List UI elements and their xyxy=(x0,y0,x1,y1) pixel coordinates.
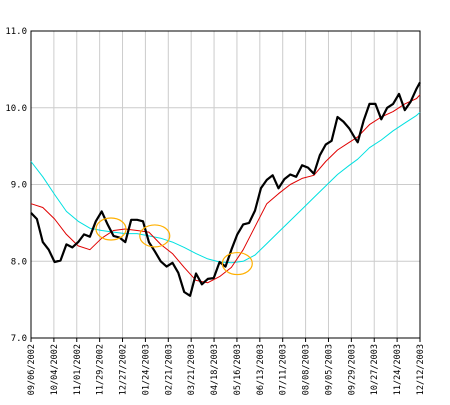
price-line xyxy=(30,81,421,297)
x-tick-label: 02/21/2003 xyxy=(164,344,174,395)
y-tick-label: 9.0 xyxy=(11,181,27,191)
x-tick-label: 10/27/2003 xyxy=(370,344,380,395)
y-tick-label: 8.0 xyxy=(11,257,27,267)
x-tick-label: 12/12/2003 xyxy=(416,344,426,395)
x-tick-label: 07/11/2003 xyxy=(279,344,289,395)
x-tick-label: 09/29/2003 xyxy=(347,344,357,395)
x-tick-label: 09/06/2002 xyxy=(27,344,37,395)
x-tick-label: 08/08/2003 xyxy=(302,344,312,395)
x-tick-label: 12/27/2002 xyxy=(119,344,129,395)
x-tick-label: 11/24/2003 xyxy=(393,344,403,395)
crossover-marker xyxy=(95,217,127,241)
y-axis: 7.0 8.0 9.0 10.0 11.0 xyxy=(5,27,27,344)
crossover-marker xyxy=(221,251,253,276)
x-tick-label: 05/16/2003 xyxy=(233,344,243,395)
x-tick-label: 11/01/2002 xyxy=(73,344,83,395)
y-tick-label: 10.0 xyxy=(5,104,27,114)
x-tick-label: 01/24/2003 xyxy=(141,344,151,395)
series-lines xyxy=(30,81,421,297)
y-tick-label: 7.0 xyxy=(11,334,27,344)
x-tick-label: 03/21/2003 xyxy=(187,344,197,395)
x-tick-label: 09/05/2003 xyxy=(324,344,334,395)
x-tick-label: 06/13/2003 xyxy=(256,344,266,395)
fast-average-line xyxy=(30,94,421,284)
crossover-marker xyxy=(139,224,171,248)
gridlines xyxy=(30,30,421,339)
plot-area xyxy=(30,30,421,339)
x-tick-label: 10/04/2002 xyxy=(50,344,60,395)
crossover-markers xyxy=(95,217,253,276)
slow-average-line xyxy=(30,112,421,264)
y-tick-label: 11.0 xyxy=(5,27,27,37)
x-tick-label: 04/18/2003 xyxy=(210,344,220,395)
x-tick-label: 11/29/2002 xyxy=(96,344,106,395)
x-axis: 09/06/2002 10/04/2002 11/01/2002 11/29/2002… xyxy=(27,338,426,395)
